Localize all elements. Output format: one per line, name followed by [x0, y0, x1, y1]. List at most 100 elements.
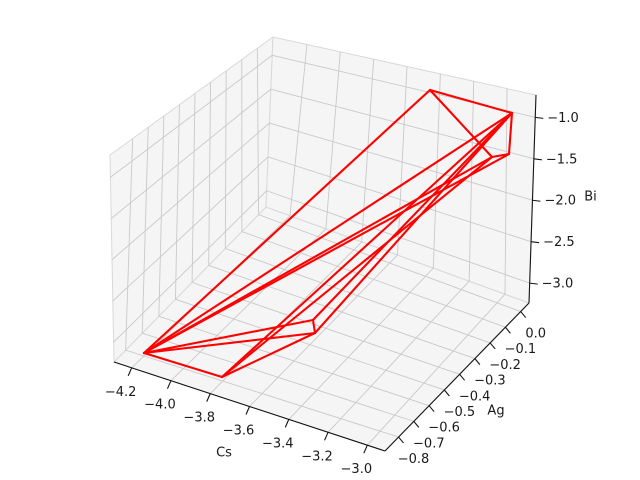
axis-label-cs: Cs — [216, 446, 232, 461]
x-tick-label: −3.6 — [223, 424, 255, 439]
gridline-z-left — [113, 190, 267, 343]
gridline-x-floor — [249, 254, 398, 407]
axis-label-ag: Ag — [487, 404, 504, 419]
gridline-y-floor — [158, 315, 430, 407]
gridline-x-wall — [325, 51, 341, 229]
hull-edge-A-C2 — [142, 318, 315, 355]
gridline-y-floor — [241, 231, 506, 328]
wireframe — [142, 88, 514, 379]
hull-edge-A-E — [142, 111, 514, 355]
hull-edge-B-E — [220, 111, 514, 379]
x-tick — [363, 444, 368, 454]
gridline-y-wall — [158, 116, 165, 317]
gridline-z-left — [112, 156, 269, 302]
gridline-x-wall — [397, 66, 408, 256]
z-tick — [532, 199, 541, 202]
x-tick-label: −3.8 — [183, 411, 215, 426]
gridline-y-floor — [258, 214, 521, 312]
hull-edge-A-G — [142, 155, 494, 355]
gridline-x-floor — [327, 280, 470, 433]
x-tick-label: −4.2 — [105, 385, 137, 400]
gridline-x-wall — [468, 81, 475, 282]
gridline-z-right — [270, 88, 534, 160]
hull-edge-B-G — [220, 155, 494, 379]
y-tick — [505, 326, 511, 334]
y-tick-label: −0.1 — [505, 342, 537, 357]
x-tick — [284, 419, 290, 428]
hull-edge-A-D — [142, 88, 432, 355]
gridline-x-floor — [366, 293, 506, 446]
axis-labels: Cs Ag Bi — [216, 190, 597, 461]
y-tick-label: −0.2 — [489, 358, 521, 373]
tick-labels: −4.2−4.0−3.8−3.6−3.4−3.2−3.00.0−0.1−0.2−… — [105, 111, 579, 477]
x-tick-label: −3.0 — [341, 462, 373, 477]
x-tick — [324, 432, 329, 441]
y-tick — [520, 311, 527, 318]
gridline-z-left — [111, 122, 270, 261]
y-tick — [398, 436, 404, 444]
hull-edge-A-B — [142, 351, 224, 379]
spine-y — [384, 302, 530, 452]
z-tick — [533, 158, 542, 161]
y-tick — [413, 421, 420, 428]
y-tick-label: −0.4 — [459, 389, 491, 404]
x-tick — [245, 406, 251, 415]
x-tick-label: −3.2 — [301, 449, 333, 464]
gridline-z-left — [110, 54, 273, 178]
gridline-y-floor — [125, 349, 399, 438]
gridline-z-right — [269, 122, 533, 201]
gridline-y-wall — [256, 48, 259, 215]
hull-edge-C-E — [313, 111, 514, 335]
x-tick — [166, 380, 172, 389]
axis-label-bi: Bi — [584, 190, 597, 205]
hull-edge-C-C2 — [311, 318, 317, 335]
gridline-z-right — [267, 156, 532, 243]
y-tick-label: −0.7 — [413, 436, 445, 451]
gridline-y-wall — [208, 82, 212, 266]
y-tick — [489, 342, 496, 350]
hull-edge-D-E — [428, 88, 514, 115]
gridline-y-floor — [175, 298, 445, 391]
z-tick — [535, 116, 544, 119]
gridline-x-floor — [288, 267, 434, 420]
x-tick — [206, 393, 211, 402]
gridline-y-wall — [191, 93, 196, 283]
gridlines — [110, 44, 536, 446]
x-tick — [127, 367, 133, 377]
y-tick-label: −0.5 — [444, 405, 476, 420]
gridline-y-floor — [191, 281, 460, 375]
gridline-y-wall — [175, 104, 180, 300]
hull-edge-E-F — [507, 111, 514, 156]
y-tick-label: −0.3 — [474, 374, 506, 389]
z-tick — [530, 241, 540, 244]
gridline-x-wall — [504, 88, 508, 295]
hull-edge-A-C — [142, 331, 317, 355]
y-tick — [459, 373, 466, 381]
panes — [109, 35, 537, 452]
gridline-x-wall — [289, 44, 308, 216]
x-tick-label: −3.4 — [262, 436, 294, 451]
gridline-x-wall — [361, 59, 375, 242]
tick-marks — [127, 116, 544, 454]
y-tick — [443, 389, 450, 397]
gridline-z-left — [110, 88, 272, 219]
x-tick-label: −4.0 — [144, 398, 176, 413]
z-tick — [529, 282, 538, 285]
y-tick — [428, 405, 435, 413]
gridline-y-wall — [224, 70, 227, 249]
gridline-y-floor — [225, 248, 491, 344]
z-tick-label: −1.0 — [547, 111, 579, 126]
y-tick-label: 0.0 — [525, 327, 546, 342]
gridline-z-right — [266, 190, 530, 284]
y-tick-label: −0.8 — [398, 452, 430, 467]
gridline-x-wall — [432, 73, 441, 269]
z-tick-label: −1.5 — [546, 152, 578, 167]
spine-z — [528, 94, 537, 304]
z-tick-label: −2.0 — [544, 194, 576, 209]
z-tick-label: −3.0 — [542, 277, 574, 292]
gridline-x-floor — [170, 228, 327, 382]
hull-edge-C2-E — [311, 111, 514, 322]
hull-edge-B-C — [220, 331, 317, 379]
